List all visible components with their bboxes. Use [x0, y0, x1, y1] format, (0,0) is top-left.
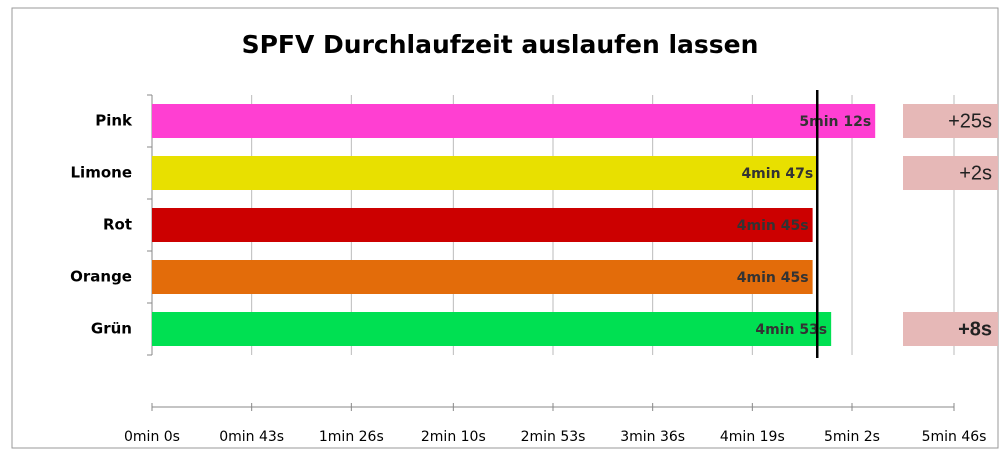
annotation: +25s	[948, 110, 992, 132]
x-tick-label: 3min 36s	[620, 429, 685, 445]
x-tick-label: 4min 19s	[720, 429, 785, 445]
bar	[152, 208, 813, 242]
y-tick-label: Orange	[70, 268, 132, 286]
chart-title: SPFV Durchlaufzeit auslaufen lassen	[242, 30, 759, 59]
value-label: 4min 47s	[741, 166, 813, 182]
x-tick-label: 0min 0s	[124, 429, 180, 445]
value-label: 4min 45s	[737, 218, 809, 234]
x-tick-label: 5min 2s	[824, 429, 880, 445]
x-tick-label: 1min 26s	[319, 429, 384, 445]
bar	[152, 104, 876, 138]
value-label: 4min 53s	[755, 322, 827, 338]
value-label: 5min 12s	[799, 114, 871, 130]
annotation-box	[903, 104, 998, 138]
bar	[152, 312, 832, 346]
x-tick-label: 2min 53s	[521, 429, 586, 445]
y-tick-label: Limone	[71, 164, 133, 182]
x-tick-label: 5min 46s	[922, 429, 987, 445]
value-label: 4min 45s	[737, 270, 809, 286]
annotation: +2s	[959, 162, 992, 184]
bar	[152, 260, 813, 294]
y-tick-label: Grün	[91, 320, 132, 338]
y-tick-label: Rot	[103, 216, 132, 234]
bar	[152, 156, 818, 190]
annotation: +8s	[958, 318, 992, 340]
y-tick-label: Pink	[95, 112, 133, 130]
x-tick-label: 2min 10s	[421, 429, 486, 445]
annotation-box	[903, 156, 998, 190]
x-tick-label: 0min 43s	[219, 429, 284, 445]
annotation-box	[903, 312, 998, 346]
